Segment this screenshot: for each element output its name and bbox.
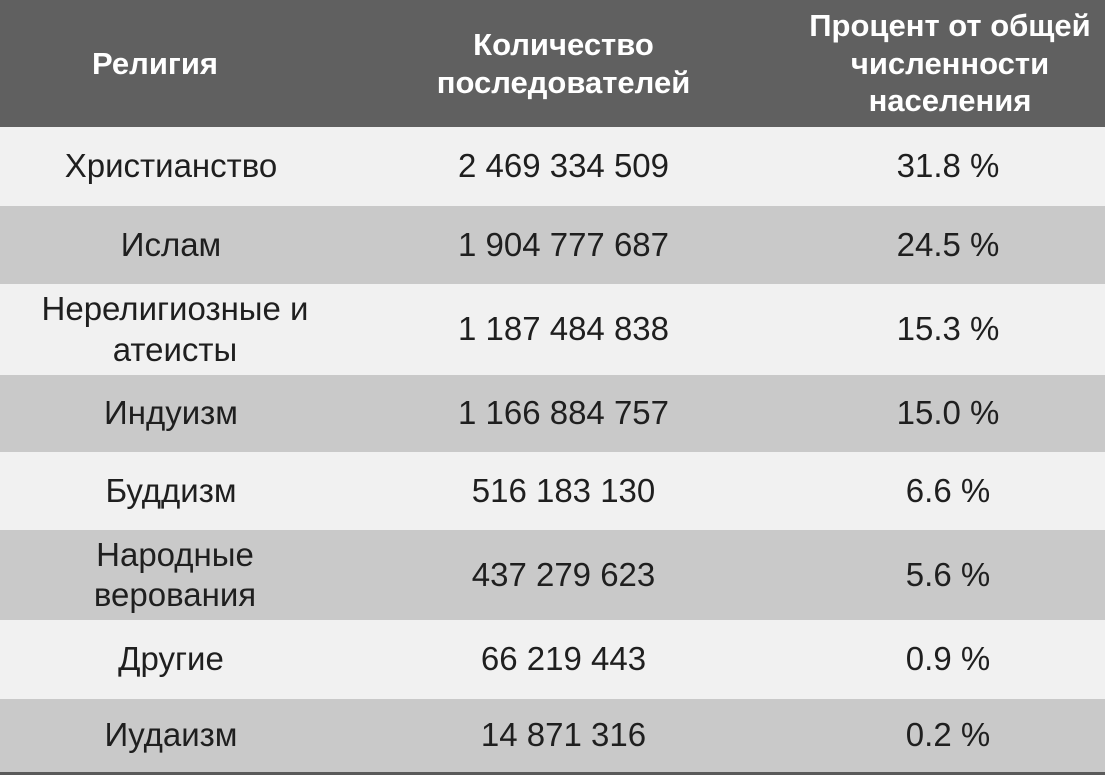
table-row-religion: Ислам (0, 206, 350, 284)
table-row-religion: Иудаизм (0, 699, 350, 775)
table-row-percent: 24.5 % (785, 206, 1105, 284)
table-row-followers: 1 187 484 838 (350, 284, 785, 375)
table-row-religion: Индуизм (0, 375, 350, 452)
table-row-percent: 6.6 % (785, 452, 1105, 530)
table-row-followers: 14 871 316 (350, 699, 785, 775)
table-row-religion: Народные верования (0, 530, 350, 620)
table-row-religion: Христианство (0, 127, 350, 206)
table-row-followers: 66 219 443 (350, 620, 785, 699)
table-row-religion: Нерелигиозные и атеисты (0, 284, 350, 375)
table-row-percent: 15.0 % (785, 375, 1105, 452)
table-row-percent: 31.8 % (785, 127, 1105, 206)
table-row-followers: 1 166 884 757 (350, 375, 785, 452)
table-row-followers: 516 183 130 (350, 452, 785, 530)
header-followers: Количество последователей (350, 0, 785, 127)
table-row-followers: 437 279 623 (350, 530, 785, 620)
table-row-percent: 0.2 % (785, 699, 1105, 775)
table-row-followers: 2 469 334 509 (350, 127, 785, 206)
table-row-religion: Другие (0, 620, 350, 699)
table-row-religion: Буддизм (0, 452, 350, 530)
table-row-percent: 15.3 % (785, 284, 1105, 375)
table-row-percent: 0.9 % (785, 620, 1105, 699)
header-percent: Процент от общей численности населения (785, 0, 1105, 127)
header-religion: Религия (0, 0, 350, 127)
table-row-followers: 1 904 777 687 (350, 206, 785, 284)
table-row-percent: 5.6 % (785, 530, 1105, 620)
